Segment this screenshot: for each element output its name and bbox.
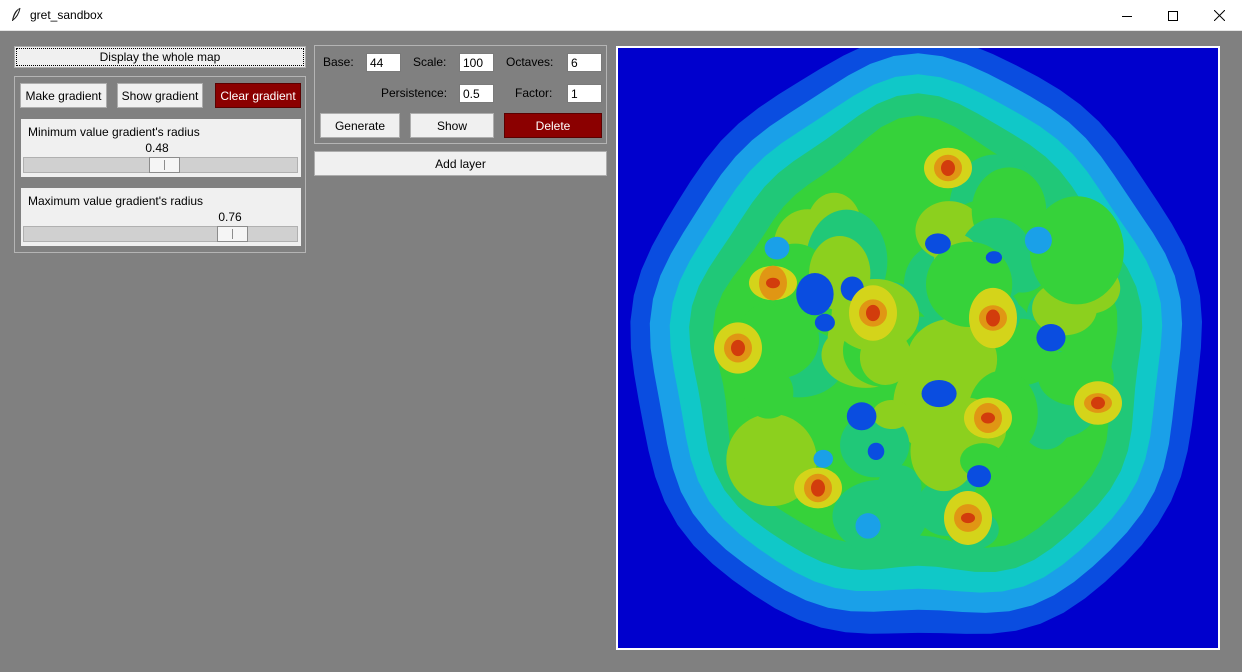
display-whole-map-button[interactable]: Display the whole map [14, 46, 306, 68]
min-radius-trough[interactable] [23, 157, 298, 173]
delete-layer-button[interactable]: Delete [504, 113, 602, 138]
map-canvas[interactable] [616, 46, 1220, 650]
terrain-patch [1036, 324, 1065, 351]
scale-label: Scale: [413, 55, 446, 69]
close-icon [1214, 10, 1225, 21]
title-bar: gret_sandbox [0, 0, 1242, 31]
heightmap-image [618, 48, 1218, 648]
max-radius-label: Maximum value gradient's radius [28, 194, 203, 208]
max-radius-trough[interactable] [23, 226, 298, 242]
feather-icon [9, 7, 23, 23]
terrain-patch [796, 273, 833, 315]
maximize-icon [1168, 11, 1178, 21]
base-input[interactable] [366, 53, 401, 72]
generate-button[interactable]: Generate [320, 113, 400, 138]
layer-panel: Base: Scale: Octaves: Persistence: Facto… [314, 45, 607, 144]
terrain-patch [967, 465, 991, 487]
persistence-input[interactable] [459, 84, 494, 103]
gradient-panel: Make gradient Show gradient Clear gradie… [14, 76, 306, 253]
terrain-patch [1025, 227, 1052, 254]
factor-label: Factor: [515, 86, 552, 100]
clear-gradient-button[interactable]: Clear gradient [215, 83, 301, 108]
min-radius-slider-handle[interactable] [149, 157, 180, 173]
octaves-label: Octaves: [506, 55, 553, 69]
scale-input[interactable] [459, 53, 494, 72]
terrain-patch [872, 400, 911, 429]
add-layer-button[interactable]: Add layer [314, 151, 607, 176]
min-radius-scale: Minimum value gradient's radius 0.48 [21, 119, 301, 177]
persistence-label: Persistence: [381, 86, 447, 100]
maximize-button[interactable] [1150, 0, 1196, 31]
app-client-area: Display the whole map Make gradient Show… [0, 31, 1242, 672]
octaves-input[interactable] [567, 53, 602, 72]
terrain-patch [986, 309, 1000, 326]
terrain-patch [855, 513, 880, 539]
make-gradient-button[interactable]: Make gradient [20, 83, 107, 108]
terrain-patch [961, 513, 975, 523]
minimize-icon [1122, 11, 1132, 21]
minimize-button[interactable] [1104, 0, 1150, 31]
terrain-patch [941, 160, 955, 176]
terrain-patch [766, 278, 780, 288]
terrain-patch [731, 340, 745, 356]
terrain-patch [877, 465, 922, 511]
max-radius-scale: Maximum value gradient's radius 0.76 [21, 188, 301, 246]
terrain-patch [744, 366, 794, 418]
terrain-patch [765, 237, 790, 260]
terrain-patch [811, 479, 825, 496]
base-label: Base: [323, 55, 354, 69]
terrain-patch [986, 251, 1002, 264]
terrain-patch [847, 402, 877, 430]
terrain-patch [922, 380, 957, 407]
factor-input[interactable] [567, 84, 602, 103]
min-radius-label: Minimum value gradient's radius [28, 125, 200, 139]
terrain-patch [1091, 397, 1105, 409]
min-radius-value: 0.48 [137, 141, 177, 155]
terrain-patch [925, 233, 951, 254]
show-gradient-button[interactable]: Show gradient [117, 83, 203, 108]
close-button[interactable] [1196, 0, 1242, 31]
terrain-patch [813, 450, 833, 468]
window-title: gret_sandbox [30, 8, 103, 22]
max-radius-slider-handle[interactable] [217, 226, 248, 242]
max-radius-value: 0.76 [210, 210, 250, 224]
terrain-patch [981, 413, 995, 424]
show-layer-button[interactable]: Show [410, 113, 494, 138]
terrain-patch [866, 305, 880, 321]
terrain-patch [868, 443, 885, 460]
terrain-patch [815, 314, 835, 332]
